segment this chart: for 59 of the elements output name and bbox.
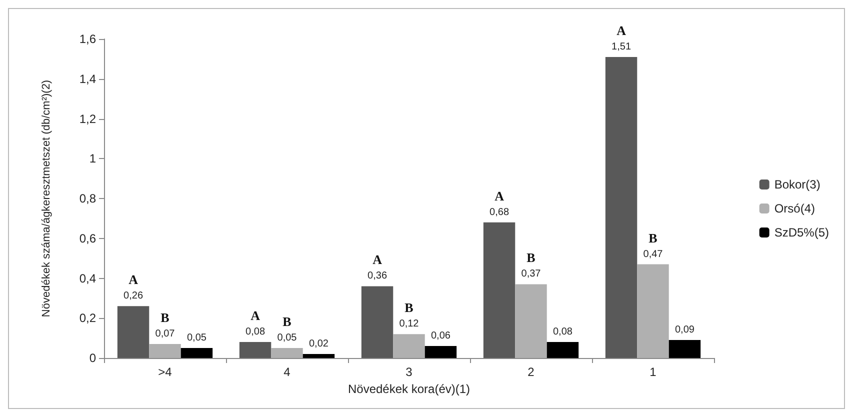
bar [149, 344, 181, 358]
data-label: 0,47 [643, 248, 664, 260]
y-tick-label: 0,6 [79, 231, 96, 246]
x-axis-title: Növedékek kora(év)(1) [348, 382, 470, 396]
y-tick-label: 0,8 [79, 192, 96, 206]
annotation: B [526, 250, 536, 266]
annotation: B [648, 230, 658, 246]
bar [393, 334, 425, 358]
data-label: 0,05 [186, 332, 207, 344]
annotation: A [372, 252, 383, 268]
bar [668, 340, 701, 358]
bar [271, 348, 303, 358]
y-tick-label: 0,2 [79, 311, 96, 326]
x-tick-label: >4 [158, 365, 172, 379]
annotation: A [250, 308, 261, 324]
data-label: 0,06 [430, 330, 451, 342]
bar [180, 348, 213, 358]
x-tick-label: 3 [406, 365, 413, 379]
bar [239, 342, 272, 358]
data-label: 0,05 [277, 332, 298, 344]
data-label: 0,36 [368, 270, 388, 282]
bar [302, 354, 335, 358]
data-label: 0,68 [490, 206, 510, 218]
legend-label: Bokor(3) [774, 178, 820, 192]
annotation: B [282, 314, 292, 330]
data-label: 0,12 [399, 318, 420, 330]
annotation: B [160, 310, 170, 326]
y-tick-label: 1,2 [79, 112, 96, 126]
data-label: 0,09 [674, 324, 695, 336]
annotation: B [404, 300, 414, 316]
legend-label: Orsó(4) [774, 202, 815, 216]
data-label: 0,37 [521, 268, 542, 280]
y-axis-title: Növedékek száma/ágkeresztmetszet (db/cm²)(2) [40, 80, 52, 318]
legend-label: SzD5%(5) [774, 226, 830, 240]
bar [637, 264, 669, 358]
data-label: 0,26 [124, 290, 144, 302]
text: A [616, 22, 627, 38]
annotation: A [494, 188, 505, 204]
x-tick-label: 2 [528, 365, 535, 379]
bar [361, 286, 394, 358]
bar [117, 306, 150, 358]
bar [605, 56, 638, 358]
data-label: 0,02 [308, 338, 329, 350]
annotation: A [128, 272, 139, 288]
y-tick-label: 0 [89, 351, 96, 365]
y-tick-label: 0,4 [79, 271, 96, 286]
bar [515, 284, 547, 358]
bar [424, 346, 457, 358]
bar [546, 342, 579, 358]
data-label: 0,08 [552, 326, 573, 338]
data-label: 0,08 [246, 326, 266, 338]
data-label: 0,07 [155, 328, 176, 340]
x-tick-label: 4 [284, 365, 291, 379]
bar [483, 222, 516, 358]
y-tick-label: 1 [89, 152, 96, 166]
data-label: 1,51 [612, 41, 632, 52]
y-tick-label: 1,4 [79, 72, 96, 86]
y-tick-label: 1,6 [79, 32, 96, 46]
x-tick-label: 1 [650, 365, 657, 379]
